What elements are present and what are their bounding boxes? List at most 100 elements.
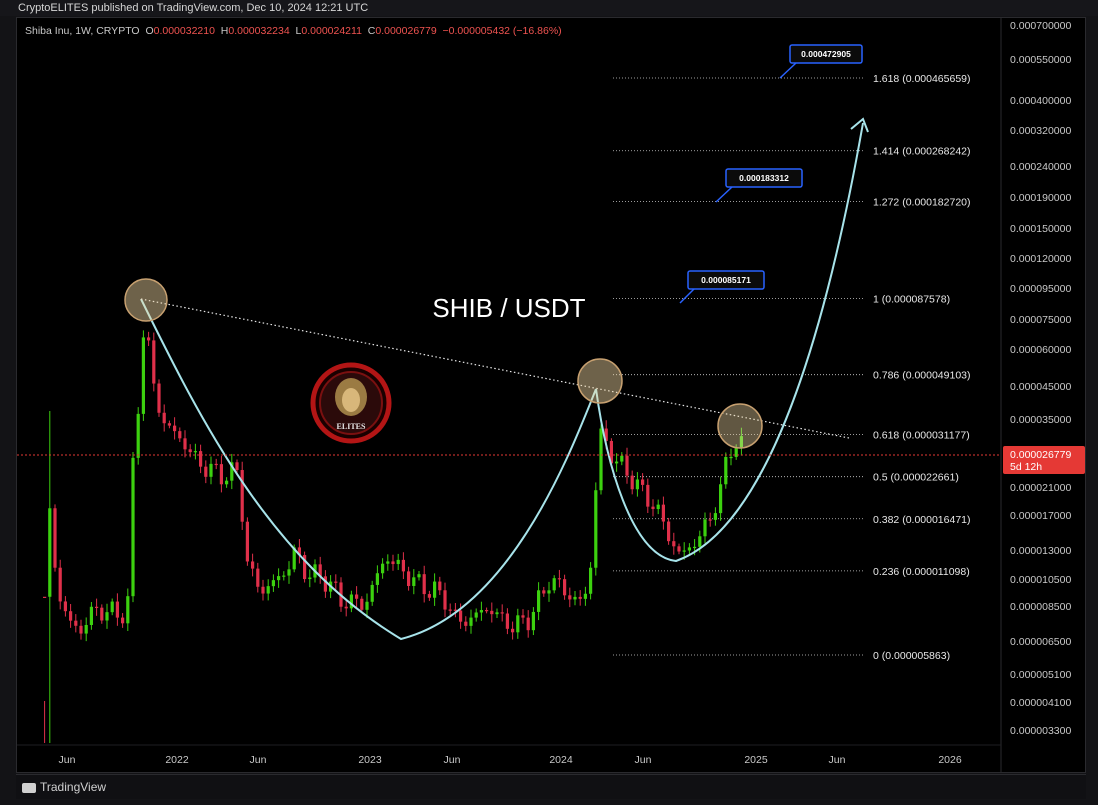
x-tick-label: Jun xyxy=(635,754,652,766)
candle-body xyxy=(703,519,707,537)
open-label: O xyxy=(145,25,154,37)
candle-body xyxy=(225,480,229,485)
ohlc-legend: Shiba Inu, 1W, CRYPTO O0.000032210 H0.00… xyxy=(25,25,562,37)
candle-body xyxy=(256,568,260,587)
candle-body xyxy=(443,590,447,610)
candle-body xyxy=(698,536,702,547)
candle-body xyxy=(126,596,130,624)
drawings: ELITES xyxy=(17,117,1001,641)
low-value: 0.000024211 xyxy=(301,25,362,37)
x-tick-label: Jun xyxy=(250,754,267,766)
candles xyxy=(43,330,743,743)
candle-body xyxy=(386,561,390,564)
candle-body xyxy=(365,601,369,610)
last-price-countdown: 5d 12h xyxy=(1010,461,1042,473)
x-tick-label: Jun xyxy=(829,754,846,766)
change-value: −0.000005432 (−16.86%) xyxy=(442,25,562,37)
candle-body xyxy=(693,546,697,549)
price-callout[interactable]: 0.000085171 xyxy=(679,270,765,304)
y-tick-label: 0.000190000 xyxy=(1010,192,1071,204)
y-tick-label: 0.000550000 xyxy=(1010,54,1071,66)
candle-body xyxy=(583,593,587,599)
fib-level-label: 1.414 (0.000268242) xyxy=(873,146,971,158)
candle-body xyxy=(557,578,561,580)
y-tick-label: 0.000013000 xyxy=(1010,545,1071,557)
candle-body xyxy=(635,479,639,490)
candle-body xyxy=(287,569,291,576)
callout-text: 0.000183312 xyxy=(739,173,789,183)
candle-body xyxy=(375,573,379,585)
price-callout[interactable]: 0.000183312 xyxy=(715,168,803,203)
candle-body xyxy=(542,590,546,594)
callout-text: 0.000085171 xyxy=(701,275,751,285)
candle-body xyxy=(277,576,281,581)
x-tick-label: Jun xyxy=(59,754,76,766)
candle-body xyxy=(630,475,634,490)
fib-level-label: 0.786 (0.000049103) xyxy=(873,370,971,382)
y-tick-label: 0.000035000 xyxy=(1010,414,1071,426)
candle-body xyxy=(240,470,244,522)
fib-level-label: 0.382 (0.000016471) xyxy=(873,514,971,526)
candle-body xyxy=(500,612,504,614)
candle-body xyxy=(573,596,577,600)
candle-body xyxy=(547,590,551,594)
y-tick-label: 0.000004100 xyxy=(1010,697,1071,709)
fib-level-label: 0 (0.000005863) xyxy=(873,650,950,662)
candle-body xyxy=(687,547,691,551)
candle-body xyxy=(521,615,525,618)
candle-body xyxy=(656,504,660,510)
candle-body xyxy=(43,596,47,598)
last-price-value: 0.000026779 xyxy=(1010,449,1071,461)
candle-body xyxy=(235,462,239,471)
candle-body xyxy=(370,584,374,602)
fib-level-label: 1.618 (0.000465659) xyxy=(873,73,971,85)
chart-canvas[interactable]: 1.618 (0.000465659) 1.414 (0.000268242) 1.… xyxy=(17,18,1085,772)
circle-2024-peak xyxy=(577,358,623,404)
chart-panel[interactable]: 1.618 (0.000465659) 1.414 (0.000268242) 1.… xyxy=(16,17,1086,773)
axes: 0.000700000 0.000550000 0.000400000 0.00032… xyxy=(17,18,1071,772)
candle-body xyxy=(131,457,135,597)
candle-body xyxy=(58,567,62,602)
candle-body xyxy=(167,423,171,426)
x-tick-label: 2022 xyxy=(165,754,189,766)
candle-body xyxy=(141,337,145,414)
candle-body xyxy=(349,594,353,609)
candle-body xyxy=(713,513,717,520)
candle-body xyxy=(245,521,249,562)
high-label: H xyxy=(220,25,229,37)
circle-current xyxy=(717,403,763,449)
tradingview-logo-icon xyxy=(22,782,36,793)
candle-body xyxy=(219,464,223,485)
candle-body xyxy=(323,576,327,592)
candle-body xyxy=(193,451,197,453)
last-price-bg xyxy=(1003,446,1085,474)
candle-body xyxy=(173,425,177,432)
cup-curve-right xyxy=(595,122,864,563)
candle-body xyxy=(178,431,182,439)
x-tick-label: 2023 xyxy=(358,754,382,766)
candle-body xyxy=(152,340,156,384)
candle-body xyxy=(355,594,359,599)
candle-body xyxy=(495,612,499,615)
candle-body xyxy=(505,613,509,629)
candle-body xyxy=(589,567,593,594)
candle-body xyxy=(516,615,520,633)
cup-curve-left xyxy=(140,298,597,641)
candle-body xyxy=(209,463,213,477)
candle-body xyxy=(531,611,535,631)
candle-body xyxy=(485,610,489,612)
price-callout[interactable]: 0.000472905 xyxy=(779,44,863,79)
candle-body xyxy=(641,479,645,485)
candle-body xyxy=(417,574,421,578)
candle-body xyxy=(620,455,624,462)
candle-body xyxy=(511,628,515,633)
candle-body xyxy=(563,579,567,596)
callout-text: 0.000472905 xyxy=(801,49,851,59)
low-label: L xyxy=(295,25,302,37)
candle-body xyxy=(625,455,629,476)
trendline xyxy=(140,298,850,439)
logo-text: ELITES xyxy=(337,422,366,431)
candle-body xyxy=(594,490,598,568)
